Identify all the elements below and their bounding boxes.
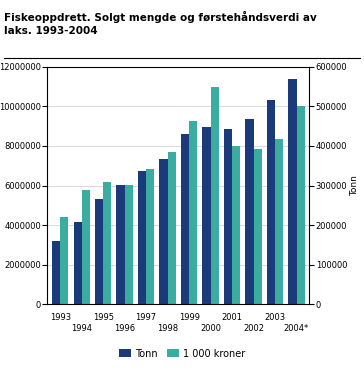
Bar bbox=[288, 79, 297, 304]
Text: 2002: 2002 bbox=[243, 324, 264, 332]
Bar bbox=[52, 241, 60, 304]
Bar bbox=[167, 152, 176, 304]
Bar bbox=[267, 101, 275, 304]
Bar bbox=[159, 158, 167, 304]
Bar bbox=[74, 222, 82, 304]
Bar bbox=[275, 139, 283, 304]
Bar bbox=[211, 86, 219, 304]
Bar bbox=[224, 129, 232, 304]
Text: 1995: 1995 bbox=[93, 313, 114, 322]
Bar bbox=[189, 121, 197, 304]
Bar bbox=[124, 184, 133, 304]
Text: 1998: 1998 bbox=[157, 324, 178, 332]
Text: 2003: 2003 bbox=[265, 313, 286, 322]
Legend: Tonn, 1 000 kroner: Tonn, 1 000 kroner bbox=[115, 345, 249, 362]
Text: 2000: 2000 bbox=[200, 324, 221, 332]
Bar bbox=[82, 190, 90, 304]
Y-axis label: Tonn: Tonn bbox=[350, 175, 359, 196]
Bar bbox=[254, 149, 262, 304]
Bar bbox=[138, 171, 146, 304]
Bar bbox=[297, 106, 305, 304]
Text: 1993: 1993 bbox=[50, 313, 71, 322]
Text: 1997: 1997 bbox=[135, 313, 157, 322]
Text: 2001: 2001 bbox=[222, 313, 242, 322]
Bar bbox=[103, 181, 111, 304]
Bar bbox=[181, 134, 189, 304]
Bar bbox=[116, 185, 124, 304]
Text: 1996: 1996 bbox=[114, 324, 135, 332]
Text: Fiskeoppdrett. Solgt mengde og førstehåndsverdi av
laks. 1993-2004: Fiskeoppdrett. Solgt mengde og førstehån… bbox=[4, 11, 316, 36]
Bar bbox=[146, 169, 154, 304]
Text: 1999: 1999 bbox=[179, 313, 199, 322]
Bar bbox=[245, 119, 254, 304]
Text: 1994: 1994 bbox=[71, 324, 92, 332]
Bar bbox=[60, 217, 68, 304]
Bar bbox=[232, 146, 240, 304]
Bar bbox=[95, 198, 103, 304]
Text: 2004*: 2004* bbox=[284, 324, 309, 332]
Bar bbox=[202, 127, 211, 304]
